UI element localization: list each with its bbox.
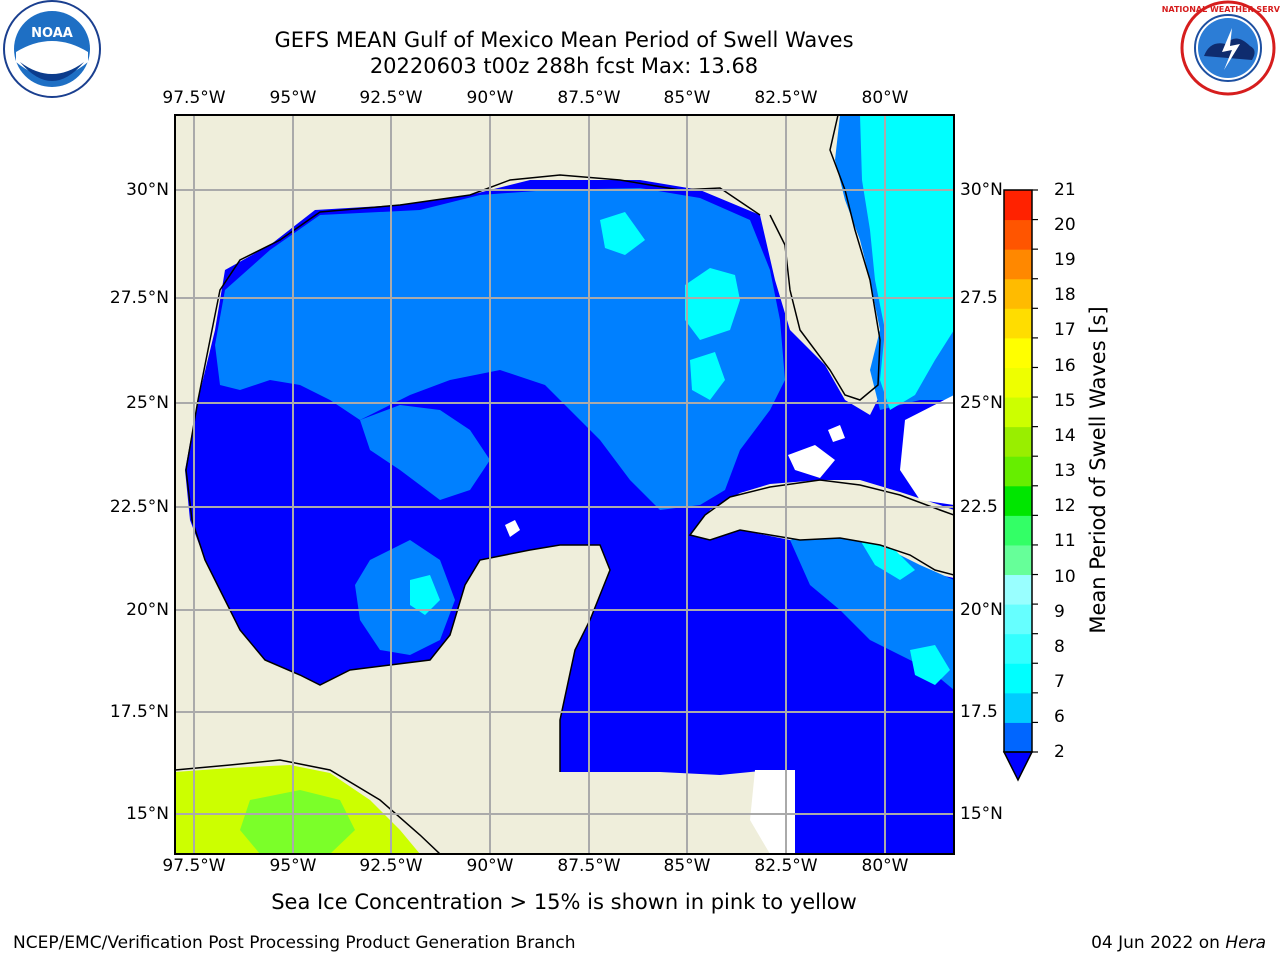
colorbar-segment xyxy=(1004,219,1032,250)
colorbar-tick: 10 xyxy=(1054,567,1076,587)
colorbar-tick: 15 xyxy=(1054,391,1076,411)
lon-label-bottom: 92.5°W xyxy=(359,856,423,876)
colorbar-tick: 6 xyxy=(1054,707,1065,727)
colorbar-segment xyxy=(1004,485,1032,516)
footer-date-text: 04 Jun 2022 on xyxy=(1091,933,1220,953)
colorbar-segment xyxy=(1004,249,1032,280)
lon-label-bottom: 90°W xyxy=(466,856,514,876)
lon-label-top: 92.5°W xyxy=(359,88,423,108)
colorbar-segment xyxy=(1004,515,1032,546)
lat-label-left: 15°N xyxy=(126,804,169,824)
lon-label-bottom: 85°W xyxy=(663,856,711,876)
colorbar-segment xyxy=(1004,633,1032,664)
colorbar-tick: 20 xyxy=(1054,215,1076,235)
lat-label-left: 25°N xyxy=(126,393,169,413)
national-weather-service-logo: NATIONAL WEATHER SERVICE xyxy=(1162,0,1280,96)
lat-label-left: 17.5°N xyxy=(109,702,169,722)
lon-label-top: 90°W xyxy=(466,88,514,108)
colorbar-segment xyxy=(1004,544,1032,576)
plot-title: GEFS MEAN Gulf of Mexico Mean Period of … xyxy=(274,28,854,52)
ocean-cyan xyxy=(860,115,954,410)
lon-label-top: 95°W xyxy=(269,88,317,108)
lat-label-right: 15°N xyxy=(960,804,1003,824)
lon-label-top: 80°W xyxy=(861,88,909,108)
lon-label-bottom: 80°W xyxy=(861,856,909,876)
map-frame xyxy=(174,114,955,855)
lat-label-right: 27.5 xyxy=(960,288,998,308)
noaa-logo: NOAA xyxy=(3,0,101,98)
colorbar-tick: 13 xyxy=(1054,461,1076,481)
ocean-mid-blue xyxy=(215,188,785,510)
colorbar-tick: 17 xyxy=(1054,320,1076,340)
colorbar-frame xyxy=(1003,189,1033,753)
colorbar-segment xyxy=(1004,426,1032,457)
florida-coast xyxy=(769,115,881,401)
colorbar-segment xyxy=(1004,663,1032,694)
colorbar-segment xyxy=(1004,722,1032,753)
lon-label-bottom: 95°W xyxy=(269,856,317,876)
lat-label-right: 25°N xyxy=(960,393,1003,413)
colorbar-extend-arrow xyxy=(1002,751,1034,782)
lon-label-bottom: 82.5°W xyxy=(754,856,818,876)
lon-label-top: 87.5°W xyxy=(557,88,621,108)
colorbar-tick: 21 xyxy=(1054,180,1076,200)
svg-text:NOAA: NOAA xyxy=(31,26,73,41)
lon-label-bottom: 97.5°W xyxy=(162,856,226,876)
lon-label-top: 97.5°W xyxy=(162,88,226,108)
colorbar-tick: 11 xyxy=(1054,531,1076,551)
colorbar-tick: 18 xyxy=(1054,285,1076,305)
colorbar-segment xyxy=(1004,367,1032,398)
colorbar-tick: 9 xyxy=(1054,602,1065,622)
svg-text:NATIONAL WEATHER SERVICE: NATIONAL WEATHER SERVICE xyxy=(1162,5,1280,14)
colorbar-title: Mean Period of Swell Waves [s] xyxy=(1086,306,1110,634)
footer-date: 04 Jun 2022 on Hera xyxy=(1091,933,1266,953)
colorbar-tick: 8 xyxy=(1054,637,1065,657)
sea-ice-note: Sea Ice Concentration > 15% is shown in … xyxy=(271,890,857,914)
colorbar-segment xyxy=(1004,308,1032,339)
lat-label-left: 22.5°N xyxy=(109,497,169,517)
colorbar-segment xyxy=(1004,456,1032,487)
footer-host: Hera xyxy=(1225,933,1266,953)
lat-label-right: 20°N xyxy=(960,600,1003,620)
cuba-land xyxy=(688,479,954,576)
colorbar-tick: 7 xyxy=(1054,672,1065,692)
lon-label-bottom: 87.5°W xyxy=(557,856,621,876)
footer-credit: NCEP/EMC/Verification Post Processing Pr… xyxy=(13,933,576,953)
lon-label-top: 85°W xyxy=(663,88,711,108)
colorbar-tick: 12 xyxy=(1054,496,1076,516)
colorbar-segment xyxy=(1004,574,1032,605)
lat-label-left: 20°N xyxy=(126,600,169,620)
colorbar-segment xyxy=(1004,397,1032,428)
lat-label-right: 22.5 xyxy=(960,497,998,517)
plot-subtitle: 20220603 t00z 288h fcst Max: 13.68 xyxy=(369,54,759,78)
colorbar-segment xyxy=(1004,692,1032,723)
lat-label-left: 27.5°N xyxy=(109,288,169,308)
missing-data-white xyxy=(900,395,954,505)
map-area xyxy=(175,115,954,854)
colorbar-segment xyxy=(1004,337,1032,368)
colorbar-tick: 14 xyxy=(1054,426,1076,446)
colorbar-tick: 19 xyxy=(1054,250,1076,270)
colorbar-segment xyxy=(1004,278,1032,309)
lat-label-right: 17.5 xyxy=(960,702,998,722)
lat-label-right: 30°N xyxy=(960,180,1003,200)
colorbar-tick: 16 xyxy=(1054,356,1076,376)
colorbar-segment xyxy=(1004,604,1032,635)
colorbar xyxy=(1002,189,1038,782)
graticule xyxy=(175,115,954,854)
lat-label-left: 30°N xyxy=(126,180,169,200)
colorbar-segment xyxy=(1004,190,1032,221)
lon-label-top: 82.5°W xyxy=(754,88,818,108)
colorbar-tick: 2 xyxy=(1054,742,1065,762)
